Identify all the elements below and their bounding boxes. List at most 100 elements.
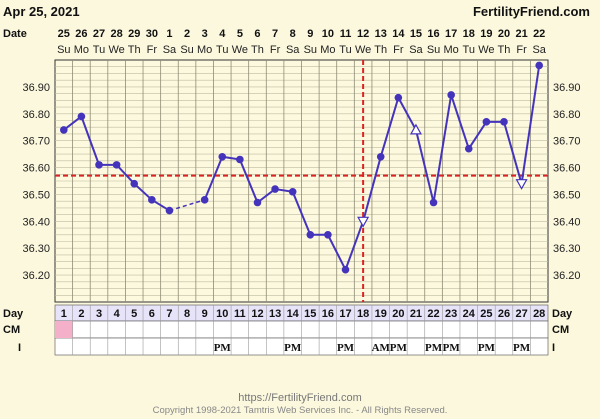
weekday-tick: We [355,44,371,56]
date-ticks: 25 26 27 28 29 30 1 2 3 4 5 6 7 8 9 10 11 12 13 14 15 16 17 18 1… [58,28,546,40]
temp-point[interactable] [112,161,121,169]
date-tick: 2 [184,28,190,40]
weekday-tick: Sa [409,44,423,56]
day-number: 26 [498,308,510,320]
y-tick-left: 36.20 [22,270,50,282]
series-segment [362,156,382,222]
chart-date: Apr 25, 2021 [3,4,80,19]
weekday-tick: Th [251,44,264,56]
temperature-series [60,61,543,274]
series-segment [80,116,100,166]
series-segment [397,97,417,131]
y-tick-right: 36.70 [553,136,581,148]
temp-point[interactable] [482,118,491,126]
temp-point[interactable] [341,265,350,274]
intercourse-mark: PM [390,342,408,354]
weekday-tick: Mo [320,44,335,56]
footer-url[interactable]: https://FertilityFriend.com [238,392,361,404]
day-number: 19 [375,308,387,320]
weekday-tick: Mo [444,44,459,56]
date-row-label: Date [3,28,27,40]
bottom-rows: 1 2 3 4 5 6 7 8 9 10 11 12 13 14 15 16 17 18 19 20 21 22 23 24 2… [3,304,573,356]
site-name: FertilityFriend.com [473,4,590,19]
weekday-tick: Su [427,44,440,56]
date-tick: 20 [498,28,510,40]
date-tick: 3 [202,28,208,40]
temp-point[interactable] [165,206,174,215]
weekday-tick: Mo [74,44,89,56]
temp-point[interactable] [218,153,227,161]
intercourse-mark: AM [372,342,391,354]
day-number: 17 [339,308,351,320]
date-tick: 9 [307,28,313,40]
footer-copyright: Copyright 1998-2021 Tamtris Web Services… [153,405,448,416]
intercourse-mark: PM [513,342,531,354]
temp-point[interactable] [148,196,156,204]
day-number: 24 [463,308,476,320]
series-segment [450,94,470,150]
y-tick-left: 36.70 [22,136,50,148]
date-tick: 18 [463,28,475,40]
open-temp-point[interactable] [515,179,528,190]
weekday-tick: Fr [516,44,527,56]
series-segment [414,129,435,203]
temp-point[interactable] [324,230,332,239]
temp-point[interactable] [200,196,209,204]
day-number: 3 [96,308,102,320]
date-tick: 8 [290,28,296,40]
series-segment [291,191,312,236]
weekday-tick: Mo [197,44,212,56]
temp-point[interactable] [95,161,103,169]
open-temp-point[interactable] [357,216,370,228]
temp-point[interactable] [271,185,279,193]
temp-point[interactable] [376,153,385,161]
day-number: 25 [480,308,492,320]
temp-point[interactable] [535,61,543,70]
temp-point[interactable] [130,179,139,188]
day-number: 10 [216,308,228,320]
weekday-tick: Th [128,44,141,56]
y-tick-left: 36.60 [22,163,50,175]
weekday-tick: Tu [463,44,475,56]
day-number: 12 [251,308,263,320]
intercourse-mark: PM [214,342,232,354]
day-number: 11 [234,308,246,320]
day-number: 8 [184,308,190,320]
day-number: 16 [322,308,334,320]
day-row-label-left: Day [3,308,24,320]
series-segment [238,159,259,203]
day-number: 13 [269,308,281,320]
date-tick: 10 [322,28,334,40]
open-temp-point[interactable] [409,123,422,135]
weekday-tick: Tu [339,44,351,56]
date-tick: 22 [533,28,545,40]
temp-point[interactable] [288,187,297,196]
temp-point[interactable] [464,144,473,153]
weekday-tick: Fr [393,44,404,56]
y-tick-right: 36.50 [553,189,581,201]
series-segment [520,65,541,184]
series-segment [133,182,153,201]
cm-cell-marked [55,321,73,338]
date-tick: 11 [340,28,352,40]
temp-point[interactable] [253,198,262,207]
date-tick: 30 [146,28,158,40]
temp-point[interactable] [394,93,403,102]
weekday-tick: We [232,44,248,56]
y-tick-right: 36.20 [553,270,581,282]
temp-point[interactable] [500,118,508,126]
temp-point[interactable] [77,112,86,121]
y-axis-ticks: 36.90 36.90 36.80 36.80 36.70 36.70 36.60 36.60… [22,82,580,282]
y-tick-right: 36.40 [553,216,581,228]
temp-point[interactable] [447,91,455,99]
date-tick: 4 [219,28,226,40]
date-tick: 15 [410,28,422,40]
day-number: 7 [166,308,172,320]
temp-point[interactable] [60,126,68,134]
temp-point[interactable] [236,155,244,164]
day-number: 28 [533,308,545,320]
temp-point[interactable] [306,230,315,239]
temp-point[interactable] [429,198,438,207]
date-tick: 21 [515,28,527,40]
